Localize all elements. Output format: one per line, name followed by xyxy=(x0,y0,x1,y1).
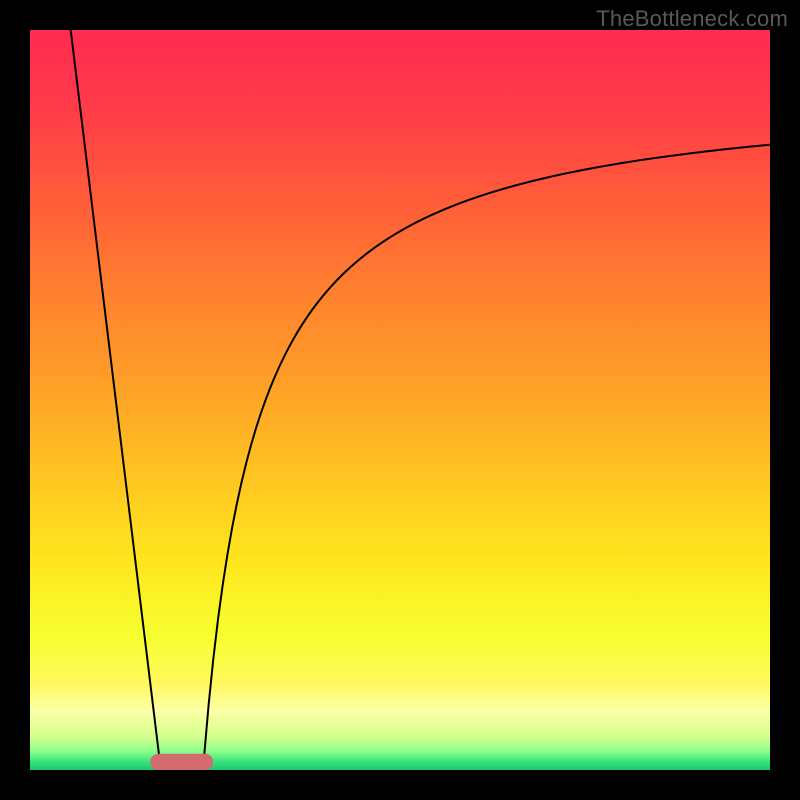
bottleneck-chart xyxy=(0,0,800,800)
optimal-balance-marker xyxy=(150,754,213,770)
plot-background xyxy=(30,30,770,770)
watermark-text: TheBottleneck.com xyxy=(596,6,788,32)
